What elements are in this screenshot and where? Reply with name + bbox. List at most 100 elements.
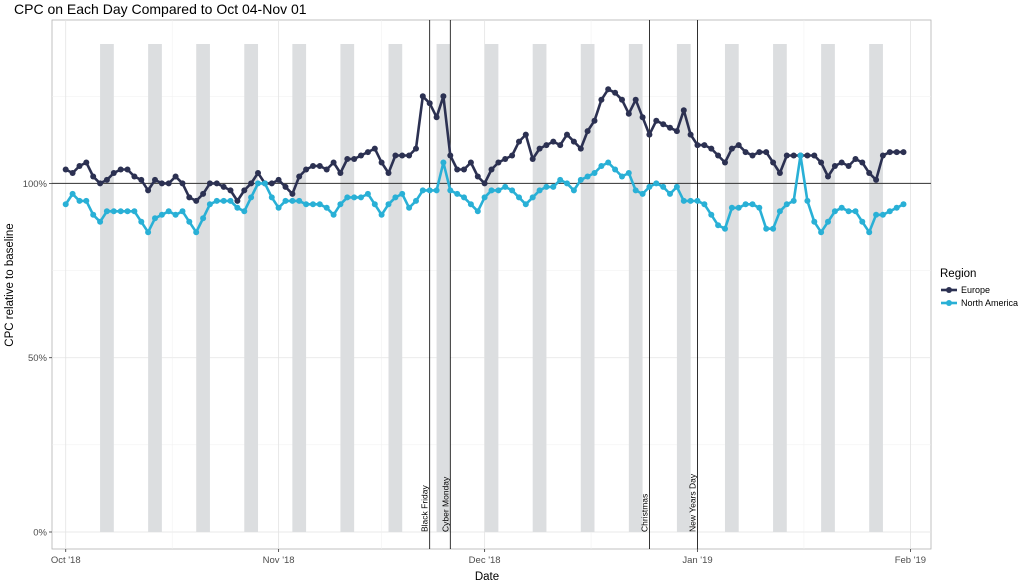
data-point [426, 187, 433, 194]
weekend-band [676, 44, 691, 532]
data-point [440, 159, 447, 166]
legend-label: Europe [961, 285, 990, 295]
data-point [845, 208, 852, 215]
data-point [818, 159, 825, 166]
data-point [227, 187, 234, 194]
legend-swatch-point [946, 300, 952, 306]
data-point [660, 121, 667, 128]
data-point [612, 89, 619, 96]
data-point [90, 211, 97, 218]
data-point [282, 197, 289, 204]
y-tick-label: 50% [28, 353, 48, 364]
data-point [227, 197, 234, 204]
data-point [206, 180, 213, 187]
data-point [557, 176, 564, 183]
data-point [145, 229, 152, 236]
data-point [708, 145, 715, 152]
data-point [124, 208, 131, 215]
data-point [62, 201, 69, 208]
data-point [97, 180, 104, 187]
data-point [770, 159, 777, 166]
data-point [866, 170, 873, 176]
data-point [461, 194, 467, 201]
data-point [316, 201, 323, 208]
data-point [728, 145, 735, 152]
data-point [598, 163, 605, 169]
data-point [447, 152, 454, 159]
data-point [364, 149, 371, 156]
data-point [426, 100, 433, 107]
data-point [296, 173, 303, 180]
data-point [234, 197, 241, 204]
weekend-band [580, 44, 595, 532]
data-point [804, 197, 811, 204]
legend-title: Region [940, 268, 976, 280]
data-point [591, 117, 598, 124]
data-point [330, 211, 337, 218]
data-point [522, 201, 529, 208]
data-point [570, 138, 577, 145]
data-point [680, 107, 687, 114]
data-point [516, 194, 522, 201]
data-point [358, 194, 364, 201]
data-point [268, 180, 275, 187]
data-point [117, 208, 124, 215]
weekend-band [628, 44, 643, 532]
data-point [529, 156, 536, 162]
data-point [481, 180, 488, 187]
data-point [763, 225, 770, 232]
data-point [378, 159, 385, 166]
y-axis: 0% 50% 100% [23, 179, 52, 539]
data-point [213, 180, 220, 187]
data-point [749, 201, 756, 208]
data-point [103, 208, 110, 215]
chart-title: CPC on Each Day Compared to Oct 04-Nov 0… [14, 1, 307, 17]
data-point [694, 197, 701, 204]
data-point [825, 173, 831, 180]
data-point [495, 159, 502, 166]
data-point [110, 170, 117, 176]
data-point [701, 201, 708, 208]
data-point [179, 208, 186, 215]
data-point [502, 183, 509, 190]
weekend-band [724, 44, 739, 532]
data-point [138, 176, 145, 183]
event-label: New Years Day [688, 473, 698, 532]
data-point [433, 114, 440, 121]
data-point [344, 194, 351, 201]
weekend-band [244, 44, 259, 532]
data-point [152, 215, 158, 222]
data-point [330, 159, 337, 166]
data-point [474, 208, 481, 215]
data-point [433, 187, 440, 194]
data-point [454, 166, 461, 173]
data-point [289, 197, 296, 204]
data-point [776, 208, 783, 215]
data-point [406, 152, 413, 159]
data-point [735, 204, 742, 211]
data-point [310, 163, 316, 169]
data-point [193, 229, 200, 236]
data-point [619, 173, 625, 180]
data-point [859, 159, 866, 166]
data-point [248, 180, 255, 187]
legend-swatch-point [946, 287, 952, 293]
data-point [241, 208, 248, 215]
data-point [536, 187, 543, 194]
data-point [708, 211, 715, 218]
weekend-band [773, 44, 787, 532]
data-point [742, 149, 749, 156]
data-point [564, 131, 570, 138]
weekend-band [292, 44, 307, 532]
data-point [625, 170, 632, 176]
data-point [103, 176, 110, 183]
data-point [831, 163, 838, 169]
data-point [303, 201, 310, 208]
data-point [495, 187, 502, 194]
data-point [673, 183, 680, 190]
data-point [344, 156, 351, 162]
data-point [481, 194, 488, 201]
data-point [605, 86, 612, 93]
data-point [124, 166, 131, 173]
data-point [392, 152, 399, 159]
